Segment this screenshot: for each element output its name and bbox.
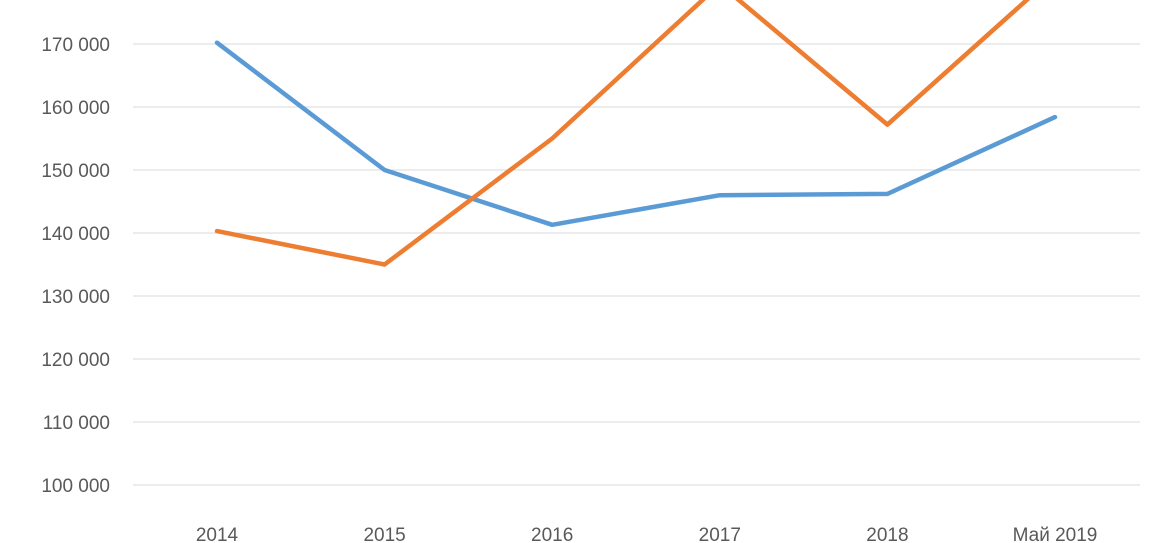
y-tick-label: 160 000 — [41, 98, 110, 119]
y-tick-label: 140 000 — [41, 224, 110, 245]
y-tick-label: 170 000 — [41, 35, 110, 56]
x-tick-label: 2017 — [699, 525, 741, 543]
y-axis-tick-labels: 100 000 110 000 120 000 130 000 140 000 150 0… — [41, 35, 110, 497]
series-lines — [214, 0, 1058, 267]
y-tick-label: 100 000 — [41, 476, 110, 497]
x-tick-label: 2015 — [363, 525, 405, 543]
x-axis-tick-labels: 2014 2015 2016 2017 2018 Май 2019 — [196, 525, 1098, 543]
y-tick-label: 110 000 — [43, 413, 110, 434]
x-tick-label: 2014 — [196, 525, 239, 543]
gridlines — [133, 43, 1140, 486]
x-tick-label: 2018 — [866, 525, 908, 543]
y-tick-label: 130 000 — [41, 287, 110, 308]
series-line-1 — [214, 40, 1058, 228]
x-tick-label: 2016 — [531, 525, 573, 543]
y-tick-label: 120 000 — [41, 350, 110, 371]
y-tick-label: 150 000 — [41, 161, 110, 182]
series-line-2 — [214, 0, 1031, 267]
x-tick-label: Май 2019 — [1013, 525, 1098, 543]
